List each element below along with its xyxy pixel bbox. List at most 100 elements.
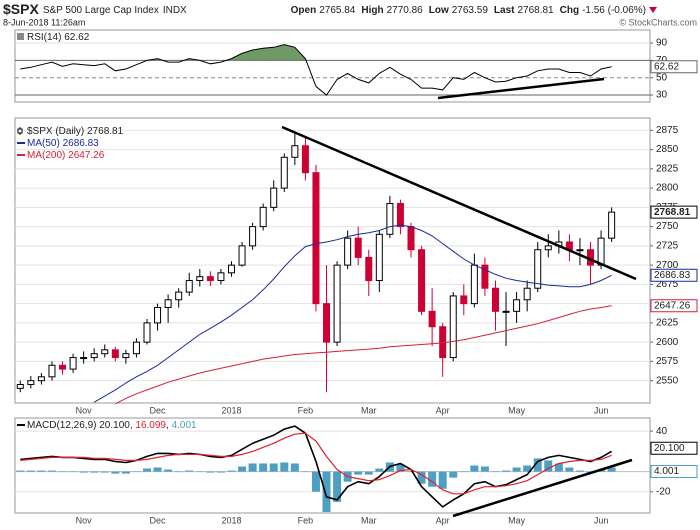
candle-body xyxy=(460,295,468,305)
histogram-bar xyxy=(544,460,553,472)
histogram-bar xyxy=(195,471,204,473)
histogram-bar xyxy=(311,471,320,492)
histogram-bar xyxy=(322,471,331,512)
legend-value: 2647.26 xyxy=(68,150,105,161)
moving-average xyxy=(115,305,612,405)
candle-body xyxy=(428,310,436,328)
candle-body xyxy=(597,237,605,266)
histogram-bar xyxy=(523,465,532,472)
candle-body xyxy=(27,380,35,386)
y-tick-label: 2725 xyxy=(656,241,679,252)
candle-body xyxy=(312,172,320,305)
histogram-bar xyxy=(554,463,563,472)
x-tick-label: Dec xyxy=(150,405,167,415)
candle-body xyxy=(323,303,331,343)
histogram-bar xyxy=(174,471,183,473)
histogram-bar xyxy=(449,471,458,478)
value-badge-label: 2686.83 xyxy=(654,270,691,281)
legend-value: 2686.83 xyxy=(63,138,100,149)
candle-body xyxy=(111,349,119,359)
value-badge xyxy=(650,441,698,455)
quote-label: High xyxy=(361,5,383,16)
histogram-bar xyxy=(280,462,289,472)
exchange: INDX xyxy=(163,5,187,16)
y-tick-label: 2850 xyxy=(656,144,679,155)
histogram-bar xyxy=(565,467,574,472)
y-tick-label: 2550 xyxy=(656,375,679,386)
histogram-bar xyxy=(100,471,109,473)
histogram-bar xyxy=(164,469,173,472)
candle-body xyxy=(481,264,489,289)
candle-body xyxy=(365,256,373,282)
y-tick-label: 2625 xyxy=(656,318,679,329)
candle-body xyxy=(48,364,56,378)
macd-line xyxy=(20,432,612,495)
histogram-bar xyxy=(259,463,268,472)
histogram-bar xyxy=(375,468,384,472)
symbol: $SPX xyxy=(3,1,39,17)
histogram-bar xyxy=(354,471,363,475)
y-tick-label: 50 xyxy=(656,72,668,83)
candle-body xyxy=(354,237,362,258)
histogram-bar xyxy=(512,467,521,472)
candle-body xyxy=(143,322,151,343)
candle-body xyxy=(513,299,521,312)
x-tick-label: Nov xyxy=(76,515,93,525)
plot-area xyxy=(14,117,651,404)
y-tick-label: 30 xyxy=(656,90,668,101)
candle-body xyxy=(37,376,45,382)
candle-body xyxy=(249,226,257,247)
legend-name: MA(200) xyxy=(27,150,65,161)
histogram-bar xyxy=(132,471,141,473)
candle-body xyxy=(259,206,267,228)
quote-value: 2763.59 xyxy=(452,5,489,16)
histogram-bar xyxy=(26,470,35,472)
candle-body xyxy=(608,211,616,239)
candle-body xyxy=(576,249,584,252)
legend-swatch xyxy=(17,33,24,40)
histogram-bar xyxy=(502,470,511,472)
timestamp: 8-Jun-2018 11:26am xyxy=(3,17,85,27)
histogram-bar xyxy=(69,471,78,473)
histogram-bar xyxy=(417,471,426,484)
y-tick-label: 2825 xyxy=(656,163,679,174)
candle-body xyxy=(227,264,235,274)
histogram-bar xyxy=(301,471,310,473)
y-tick-label: 2800 xyxy=(656,183,679,194)
x-tick-label: Mar xyxy=(361,515,377,525)
histogram-bar xyxy=(216,471,225,473)
candle-body xyxy=(291,145,299,158)
x-tick-label: Mar xyxy=(361,405,377,415)
histogram-bar xyxy=(16,470,25,472)
change-arrow xyxy=(649,7,657,13)
candle-body xyxy=(196,276,204,282)
y-tick-label: 2750 xyxy=(656,221,679,232)
quote-value: 2765.84 xyxy=(319,5,356,16)
histogram-bar xyxy=(153,467,162,472)
candle-body xyxy=(217,272,225,282)
x-tick-label: Jun xyxy=(594,405,609,415)
histogram-bar xyxy=(438,471,447,489)
x-tick-label: Nov xyxy=(76,405,93,415)
legend-value: 62.62 xyxy=(64,32,89,43)
quote-value: 2768.81 xyxy=(517,5,554,16)
histogram-bar xyxy=(90,471,99,473)
candle-body xyxy=(80,357,88,360)
candle-body xyxy=(59,364,67,370)
histogram-bar xyxy=(480,466,489,472)
candle-body xyxy=(470,264,478,305)
candle-body xyxy=(301,145,309,174)
candle-body xyxy=(523,287,531,301)
legend-value: 20.100 xyxy=(99,420,130,431)
candle-body xyxy=(491,287,499,312)
candle-body xyxy=(154,306,162,324)
candle-body xyxy=(386,203,394,235)
x-tick-label: May xyxy=(508,515,526,525)
candle-body xyxy=(407,226,415,251)
trendline xyxy=(281,125,637,281)
histogram-bar xyxy=(364,471,373,475)
histogram-bar xyxy=(333,471,342,502)
plot-area xyxy=(14,417,651,514)
trendline xyxy=(437,77,605,100)
rsi-line xyxy=(20,44,612,96)
